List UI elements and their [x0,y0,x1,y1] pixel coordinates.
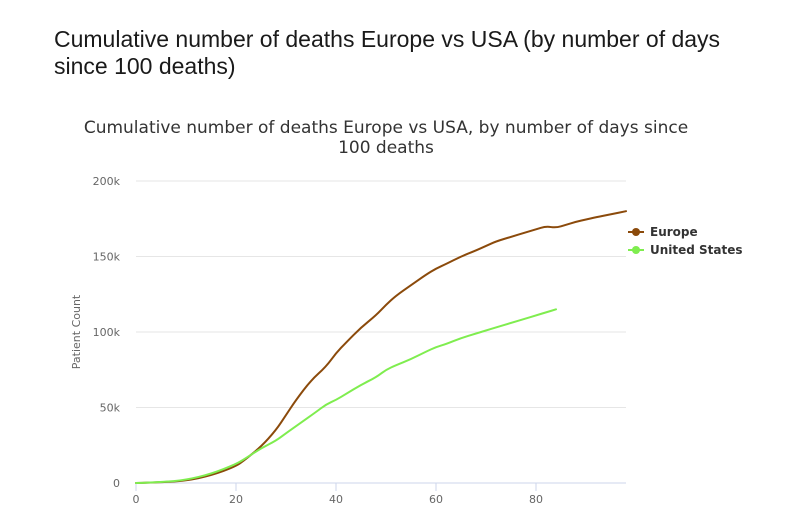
chart-title-line-2: 100 deaths [338,138,434,158]
y-tick-label: 200k [93,175,121,188]
x-tick-label: 0 [133,493,140,506]
x-tick-label: 40 [329,493,343,506]
y-tick-label: 150k [93,251,121,264]
y-tick-label: 0 [113,477,120,490]
x-tick-label: 80 [529,493,543,506]
y-tick-label: 100k [93,326,121,339]
x-tick-label: 20 [229,493,243,506]
y-axis-title: Patient Count [70,294,83,369]
legend-marker-united-states[interactable] [632,246,640,254]
legend-marker-europe[interactable] [632,228,640,236]
x-tick-label: 60 [429,493,443,506]
chart-title-line-1: Cumulative number of deaths Europe vs US… [84,118,688,138]
series-line-united-states [135,308,557,484]
page-heading: Cumulative number of deaths Europe vs US… [54,26,721,79]
series-line-europe [135,210,627,484]
y-tick-label: 50k [100,402,121,415]
legend-item-europe[interactable]: Europe [650,225,698,239]
legend-item-united-states[interactable]: United States [650,243,743,257]
